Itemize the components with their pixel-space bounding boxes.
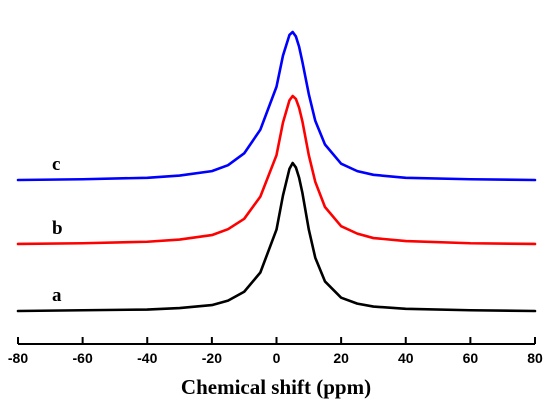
series-a-label: a xyxy=(52,285,62,306)
series-b-label: b xyxy=(52,218,63,239)
x-tick-label: -80 xyxy=(8,350,28,366)
x-axis-label: Chemical shift (ppm) xyxy=(181,375,371,399)
x-tick-label: 80 xyxy=(527,350,543,366)
x-tick-label: 40 xyxy=(398,350,414,366)
series-c-label: c xyxy=(52,154,60,175)
x-tick-label: 0 xyxy=(273,350,281,366)
x-tick-label: -40 xyxy=(137,350,157,366)
x-tick-label: 20 xyxy=(333,350,349,366)
series-a-line xyxy=(16,161,537,313)
x-ticks: -80 -60 -40 -20 0 20 40 60 80 xyxy=(8,337,543,366)
series-b-line xyxy=(16,94,537,246)
x-tick-label: -20 xyxy=(202,350,222,366)
series-labels: a b c xyxy=(52,154,63,306)
series-c-line xyxy=(16,30,537,182)
plot-area xyxy=(16,30,537,313)
x-tick-label: 60 xyxy=(463,350,479,366)
x-tick-label: -60 xyxy=(73,350,93,366)
